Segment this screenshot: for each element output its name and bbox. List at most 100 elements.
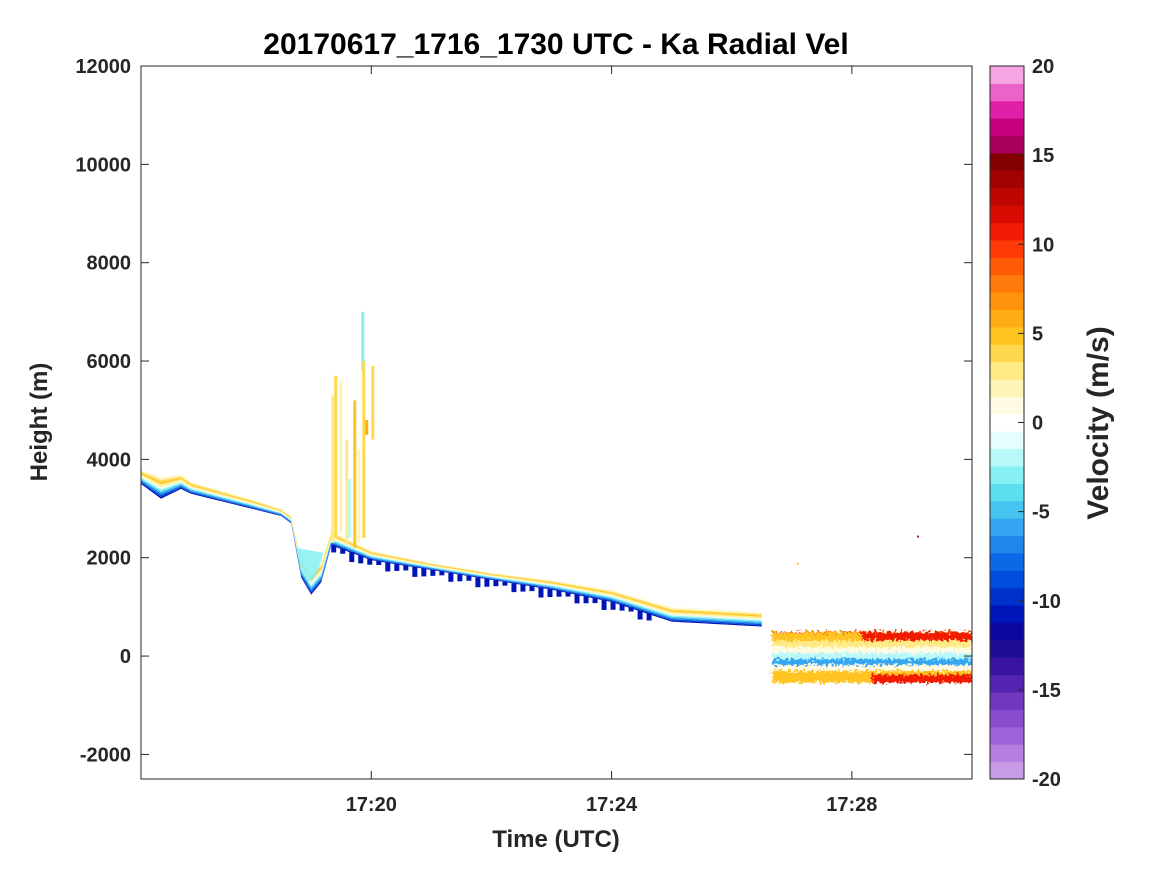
speckle: [457, 574, 463, 582]
speckle: [340, 548, 346, 554]
colorbar-swatch: [990, 639, 1024, 658]
speckle: [358, 555, 364, 564]
upper-echo: [365, 420, 369, 435]
speckle: [430, 569, 436, 576]
colorbar-swatch: [990, 66, 1024, 84]
colorbar-swatch: [990, 744, 1024, 763]
x-axis: 17:20 17:24 17:28: [346, 66, 877, 816]
colorbar-swatch: [990, 309, 1024, 328]
speckle: [601, 599, 607, 610]
colorbar-swatch: [990, 205, 1024, 224]
colorbar-swatch: [990, 465, 1024, 484]
speckle: [331, 545, 337, 553]
colorbar-swatch: [990, 413, 1024, 432]
speckle: [574, 594, 580, 604]
colorbar-swatch: [990, 361, 1024, 380]
colorbar-tick-label: 0: [1032, 413, 1043, 435]
data-layer: [141, 311, 972, 683]
colorbar-swatch: [990, 292, 1024, 310]
speckle: [538, 587, 544, 598]
speckle: [349, 552, 355, 563]
colorbar-swatch: [990, 187, 1024, 206]
colorbar-swatch: [990, 379, 1024, 397]
y-tick-label: 8000: [87, 253, 132, 275]
x-tick-label: 17:28: [826, 794, 877, 816]
colorbar: [989, 65, 1025, 780]
speckle: [376, 561, 382, 566]
colorbar-swatch: [990, 622, 1024, 641]
noise-row: [771, 632, 862, 641]
colorbar-swatch: [990, 118, 1024, 137]
chart-title: 20170617_1716_1730 UTC - Ka Radial Vel: [263, 28, 848, 61]
y-tick-label: -2000: [80, 744, 131, 766]
colorbar-swatch: [990, 605, 1024, 623]
speckle: [628, 607, 634, 612]
speckle: [475, 577, 481, 588]
upper-echo: [371, 365, 375, 440]
colorbar-label: Velocity (m/s): [1082, 326, 1115, 519]
speckle: [619, 604, 625, 611]
x-axis-label: Time (UTC): [492, 826, 620, 853]
colorbar-swatch: [990, 674, 1024, 693]
colorbar-swatch: [990, 83, 1024, 102]
colorbar-tick-label: 20: [1032, 56, 1054, 78]
speckle: [637, 610, 643, 620]
colorbar-swatch: [990, 500, 1024, 519]
y-tick-label: 10000: [75, 154, 131, 176]
speckle: [439, 571, 445, 576]
noise-row: [861, 632, 972, 641]
speckle: [412, 566, 418, 577]
speckle: [529, 586, 535, 592]
colorbar-ticks: 20 15 10 5 0 -5 -10 -15 -20: [1018, 56, 1061, 791]
upper-echo: [331, 395, 335, 543]
y-tick-label: 2000: [87, 548, 132, 570]
noise-row: [871, 674, 972, 683]
colorbar-swatch: [990, 448, 1024, 467]
upper-echo: [345, 439, 349, 543]
echo-band: [141, 480, 762, 625]
upper-echo: [353, 400, 357, 548]
speckle: [646, 613, 652, 621]
colorbar-swatch: [990, 170, 1024, 189]
colorbar-tick-label: 5: [1032, 323, 1043, 345]
speckle: [385, 562, 391, 572]
speckle: [493, 580, 499, 587]
colorbar-swatch: [990, 152, 1024, 171]
y-tick-label: 0: [120, 646, 131, 668]
speckle: [610, 601, 616, 610]
speckle: [520, 584, 526, 592]
noise-band: [771, 631, 972, 683]
y-axis-label: Height (m): [26, 363, 53, 482]
upper-echo: [361, 311, 365, 371]
noise-row: [771, 659, 972, 665]
colorbar-swatch: [990, 709, 1024, 728]
upper-echo: [339, 380, 343, 534]
colorbar-swatch: [990, 535, 1024, 554]
speckle: [502, 581, 508, 586]
echo-band: [141, 479, 762, 623]
colorbar-swatch: [990, 431, 1024, 450]
colorbar-swatch: [990, 692, 1024, 710]
speckle: [448, 572, 454, 582]
y-axis: 12000 10000 8000 6000 4000 2000 0 -2000: [75, 56, 972, 766]
noise-row: [771, 674, 872, 683]
stray-pixel: [916, 535, 919, 538]
x-tick-label: 17:24: [586, 794, 638, 816]
colorbar-swatch: [990, 135, 1024, 154]
echo-band: [141, 477, 762, 622]
speckle: [583, 596, 589, 604]
colorbar-swatch: [990, 326, 1024, 345]
y-tick-label: 6000: [87, 351, 132, 373]
colorbar-swatch: [990, 396, 1024, 415]
colorbar-tick-label: -15: [1032, 680, 1061, 702]
colorbar-swatch: [990, 587, 1024, 606]
colorbar-swatch: [990, 483, 1024, 502]
colorbar-tick-label: 10: [1032, 234, 1054, 256]
speckle: [556, 590, 562, 597]
x-tick-label: 17:20: [346, 794, 397, 816]
noise-row: [771, 653, 972, 660]
colorbar-swatch: [990, 344, 1024, 363]
y-tick-label: 12000: [75, 56, 131, 78]
speckle: [367, 558, 373, 565]
